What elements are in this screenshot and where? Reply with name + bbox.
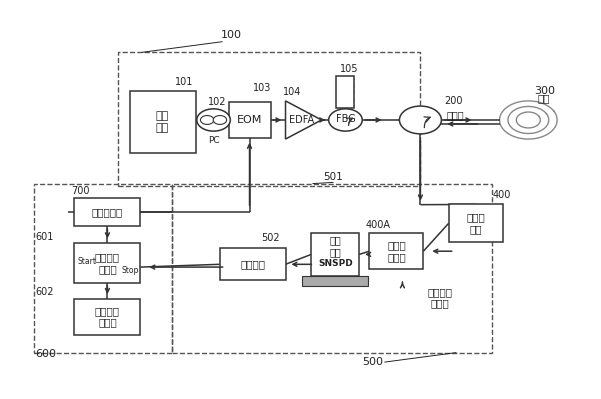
Text: EDFA: EDFA — [289, 115, 314, 125]
Polygon shape — [285, 101, 322, 139]
Text: 105: 105 — [340, 64, 358, 74]
Bar — [311, 233, 359, 276]
Text: 100: 100 — [221, 30, 242, 40]
Text: 光滤波
模块: 光滤波 模块 — [466, 213, 485, 234]
Text: 601: 601 — [35, 232, 54, 242]
Text: 时间间隔
分析仪: 时间间隔 分析仪 — [95, 252, 120, 274]
Text: FBG: FBG — [335, 114, 355, 124]
Text: 光纤: 光纤 — [537, 93, 550, 103]
Bar — [34, 184, 171, 353]
Text: 700: 700 — [72, 186, 90, 196]
Bar — [219, 249, 285, 280]
Bar — [370, 233, 424, 269]
Circle shape — [329, 109, 362, 131]
Text: 可调光
衰减器: 可调光 衰减器 — [387, 240, 406, 262]
Text: 101: 101 — [174, 77, 193, 87]
Text: 400: 400 — [492, 190, 511, 200]
Circle shape — [201, 116, 214, 124]
Bar — [171, 184, 492, 353]
Text: 104: 104 — [282, 87, 301, 97]
Bar — [75, 198, 141, 226]
Text: 103: 103 — [252, 83, 271, 93]
Text: SNSPD: SNSPD — [318, 259, 353, 268]
Text: 300: 300 — [534, 86, 555, 96]
Bar — [448, 204, 502, 242]
Text: EOM: EOM — [237, 115, 262, 125]
Text: Start: Start — [78, 257, 96, 266]
Text: 501: 501 — [323, 172, 343, 182]
Text: 激光
光源: 激光 光源 — [156, 111, 169, 133]
Bar — [228, 102, 270, 138]
Bar — [75, 243, 141, 283]
Text: 脆冲发生器: 脆冲发生器 — [92, 207, 123, 217]
Text: 602: 602 — [35, 287, 54, 297]
Circle shape — [213, 116, 227, 124]
Text: 数字信号
处理器: 数字信号 处理器 — [95, 306, 120, 328]
Text: 400A: 400A — [365, 220, 390, 230]
Text: 环形器: 环形器 — [446, 110, 464, 120]
Bar — [337, 76, 355, 108]
Text: Stop: Stop — [121, 266, 139, 275]
Bar — [302, 276, 368, 286]
Text: PC: PC — [208, 136, 219, 145]
Text: 冷却
系统: 冷却 系统 — [329, 236, 341, 257]
Text: 102: 102 — [207, 97, 226, 107]
Text: 500: 500 — [362, 357, 383, 367]
Circle shape — [197, 109, 230, 131]
Text: 布里渊散
射信号: 布里渊散 射信号 — [428, 287, 453, 308]
Bar — [118, 52, 421, 186]
Text: 200: 200 — [444, 96, 463, 106]
Circle shape — [400, 106, 441, 134]
Bar — [130, 91, 195, 153]
Text: 502: 502 — [261, 233, 280, 243]
Bar — [75, 299, 141, 335]
Text: 600: 600 — [35, 349, 56, 359]
Text: 读出电路: 读出电路 — [240, 259, 265, 269]
